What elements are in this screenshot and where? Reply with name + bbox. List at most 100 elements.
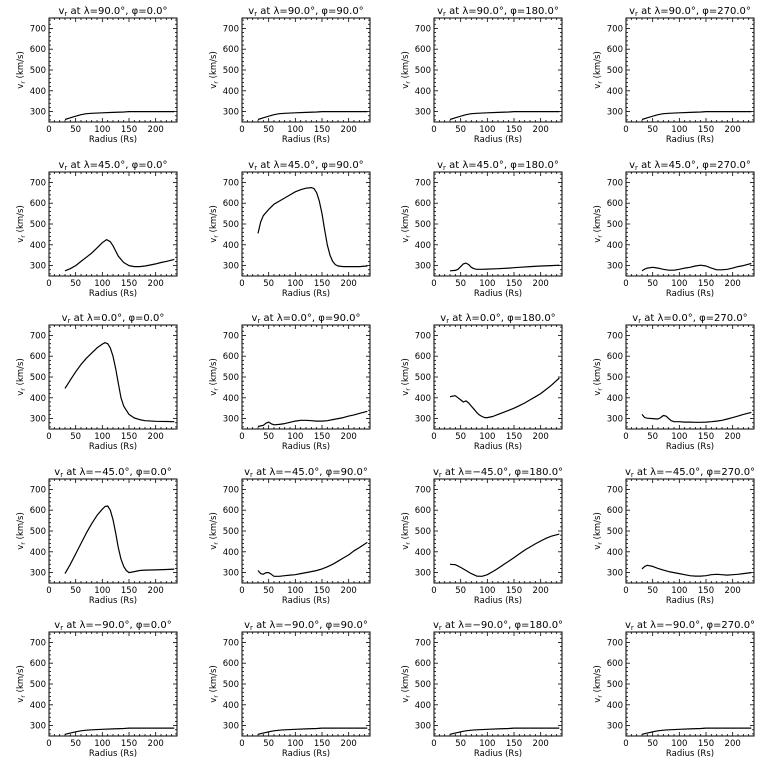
x-axis-label: Radius (Rs) (89, 135, 137, 145)
x-tick-label: 100 (94, 125, 110, 135)
y-tick-label: 500 (223, 373, 239, 383)
chart-panel: vr at λ=−90.0°, φ=180.0° 0 50 100 150 200 300 4… (401, 620, 563, 759)
x-axis-label: Radius (Rs) (666, 596, 714, 606)
x-tick-label: 150 (698, 279, 714, 289)
x-tick-label: 100 (479, 432, 495, 442)
x-tick-label: 200 (341, 586, 357, 596)
y-tick-label: 700 (30, 638, 46, 648)
plot-frame (433, 631, 563, 737)
x-tick-label: 0 (431, 432, 436, 442)
y-tick-label: 400 (415, 701, 431, 711)
x-tick-label: 100 (287, 739, 303, 749)
x-axis-label: Radius (Rs) (666, 749, 714, 759)
y-axis-label: vr (km/s) (401, 358, 412, 396)
x-tick-label: 200 (533, 432, 549, 442)
x-axis-label: Radius (Rs) (282, 596, 330, 606)
chart-panel: vr at λ=45.0°, φ=270.0° 0 50 100 150 200 300 40… (593, 160, 755, 299)
y-tick-label: 300 (607, 722, 623, 732)
chart-panel: vr at λ=45.0°, φ=90.0° 0 50 100 150 200 300 400… (209, 160, 371, 299)
y-tick-label: 700 (415, 638, 431, 648)
x-axis-label: Radius (Rs) (282, 135, 330, 145)
x-tick-label: 200 (341, 739, 357, 749)
series-line (641, 262, 752, 272)
y-tick-label: 300 (415, 569, 431, 579)
x-axis-label: Radius (Rs) (474, 442, 522, 452)
x-tick-label: 0 (46, 739, 51, 749)
y-axis-label: vr (km/s) (593, 512, 604, 550)
y-tick-label: 700 (607, 638, 623, 648)
x-tick-label: 200 (725, 739, 741, 749)
series-line (257, 187, 368, 268)
panel-title: vr at λ=−45.0°, φ=180.0° (433, 467, 563, 479)
x-tick-label: 0 (239, 432, 244, 442)
y-tick-label: 600 (223, 659, 239, 669)
y-tick-label: 600 (607, 659, 623, 669)
x-tick-label: 50 (455, 739, 466, 749)
panel-title: vr at λ=−90.0°, φ=90.0° (244, 620, 368, 632)
x-tick-label: 50 (455, 586, 466, 596)
x-tick-label: 0 (623, 739, 628, 749)
x-tick-label: 50 (647, 586, 658, 596)
x-tick-label: 0 (46, 432, 51, 442)
x-tick-label: 150 (121, 739, 137, 749)
x-tick-label: 150 (314, 125, 330, 135)
y-tick-label: 500 (415, 373, 431, 383)
x-tick-label: 150 (506, 586, 522, 596)
x-tick-label: 200 (533, 739, 549, 749)
panel-title: vr at λ=90.0°, φ=90.0° (248, 6, 363, 18)
x-tick-label: 50 (647, 279, 658, 289)
plot-frame (241, 631, 371, 737)
x-tick-label: 200 (725, 432, 741, 442)
y-axis-label: vr (km/s) (16, 665, 27, 703)
series-line (641, 727, 752, 735)
x-tick-label: 100 (287, 279, 303, 289)
y-tick-label: 700 (30, 331, 46, 341)
panel-title: vr at λ=45.0°, φ=270.0° (629, 160, 751, 172)
y-tick-label: 500 (415, 527, 431, 537)
y-axis-label: vr (km/s) (209, 665, 220, 703)
panel-title: vr at λ=45.0°, φ=180.0° (437, 160, 559, 172)
y-tick-label: 500 (607, 66, 623, 76)
x-tick-label: 150 (314, 432, 330, 442)
panel-title: vr at λ=−45.0°, φ=270.0° (625, 467, 755, 479)
x-tick-label: 50 (70, 586, 81, 596)
series-line (449, 111, 560, 121)
x-tick-label: 50 (263, 279, 274, 289)
y-tick-label: 500 (607, 373, 623, 383)
y-axis-label: vr (km/s) (401, 512, 412, 550)
y-axis-label: vr (km/s) (401, 205, 412, 243)
x-tick-label: 0 (239, 279, 244, 289)
y-tick-label: 400 (607, 241, 623, 251)
panel-title: vr at λ=−90.0°, φ=270.0° (625, 620, 755, 632)
y-tick-label: 500 (223, 527, 239, 537)
y-tick-label: 700 (223, 485, 239, 495)
y-tick-label: 700 (415, 331, 431, 341)
chart-panel: vr at λ=0.0°, φ=0.0° 0 50 100 150 200 300 400 50… (16, 313, 178, 452)
y-tick-label: 300 (223, 262, 239, 272)
y-tick-label: 400 (30, 87, 46, 97)
x-tick-label: 0 (46, 125, 51, 135)
x-tick-label: 0 (623, 125, 628, 135)
y-tick-label: 300 (607, 108, 623, 118)
chart-panel: vr at λ=0.0°, φ=180.0° 0 50 100 150 200 300 400… (401, 313, 563, 452)
y-tick-label: 400 (30, 701, 46, 711)
x-axis-label: Radius (Rs) (282, 749, 330, 759)
y-tick-label: 600 (415, 199, 431, 209)
chart-panel: vr at λ=45.0°, φ=180.0° 0 50 100 150 200 300 40… (401, 160, 563, 299)
x-axis-label: Radius (Rs) (282, 442, 330, 452)
y-tick-label: 500 (223, 66, 239, 76)
y-tick-label: 700 (607, 485, 623, 495)
y-axis-label: vr (km/s) (209, 512, 220, 550)
x-tick-label: 200 (341, 432, 357, 442)
x-tick-label: 150 (121, 279, 137, 289)
y-tick-label: 400 (607, 87, 623, 97)
y-tick-label: 700 (223, 331, 239, 341)
x-tick-label: 100 (94, 279, 110, 289)
x-tick-label: 100 (94, 739, 110, 749)
y-tick-label: 700 (30, 485, 46, 495)
panel-title: vr at λ=−90.0°, φ=0.0° (54, 620, 171, 632)
x-tick-label: 0 (431, 739, 436, 749)
y-axis-label: vr (km/s) (593, 205, 604, 243)
x-tick-label: 50 (647, 432, 658, 442)
y-tick-label: 500 (30, 527, 46, 537)
